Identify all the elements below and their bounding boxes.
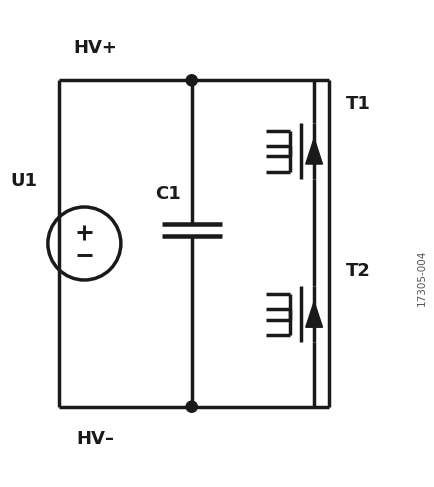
Text: U1: U1 — [11, 172, 38, 190]
Text: 17305-004: 17305-004 — [415, 250, 425, 306]
Circle shape — [186, 401, 197, 412]
Text: HV–: HV– — [76, 431, 114, 449]
Text: T2: T2 — [345, 262, 370, 281]
Polygon shape — [305, 138, 322, 164]
Text: HV+: HV+ — [73, 38, 117, 56]
Polygon shape — [305, 301, 322, 327]
Circle shape — [186, 75, 197, 86]
Text: C1: C1 — [155, 185, 181, 203]
Text: T1: T1 — [345, 95, 370, 113]
